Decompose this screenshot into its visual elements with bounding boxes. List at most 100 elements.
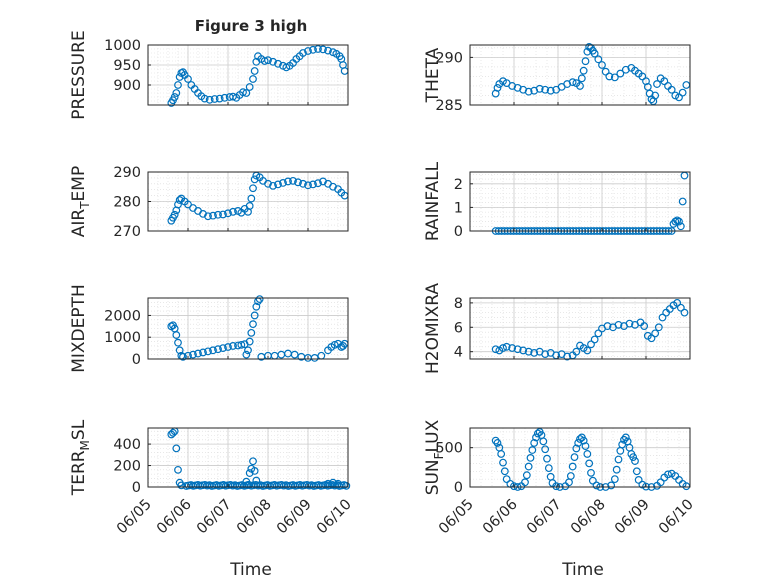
data-point <box>620 435 628 444</box>
data-point <box>249 184 257 193</box>
data-point <box>224 343 232 351</box>
data-point <box>304 47 312 55</box>
data-point <box>184 200 192 209</box>
data-point <box>491 345 500 354</box>
data-point <box>607 481 616 490</box>
y-tick-label: 0 <box>454 224 463 240</box>
y-tick-label: 950 <box>113 58 141 74</box>
y-tick-label: 1000 <box>104 38 141 54</box>
data-point <box>502 342 511 351</box>
data-point <box>497 450 506 458</box>
y-tick-label: 8 <box>454 296 463 312</box>
y-axis-label: SUNFLUX <box>423 419 446 495</box>
data-point <box>651 329 660 338</box>
y-axis-label-subscript: M <box>78 440 92 450</box>
y-axis-label: RAINFALL <box>423 161 443 241</box>
y-axis-label: PRESSURE <box>69 30 89 119</box>
axes-box <box>469 44 691 106</box>
series-markers <box>167 45 349 107</box>
data-point <box>653 80 661 88</box>
data-point <box>204 212 212 221</box>
data-point <box>577 74 586 83</box>
data-point <box>250 311 259 320</box>
data-point <box>590 335 599 344</box>
data-point <box>625 319 634 328</box>
data-point <box>214 345 222 354</box>
data-point <box>219 210 227 219</box>
y-tick-label: 0 <box>454 480 463 496</box>
data-point <box>309 180 317 189</box>
data-point <box>175 196 184 204</box>
data-point <box>209 211 217 220</box>
y-axis-label-rest: LUX <box>423 419 443 452</box>
panel-h2omixra: 4 6 8 H2OMIXRA <box>423 283 691 374</box>
data-point <box>170 93 179 101</box>
data-point <box>570 453 579 462</box>
data-point <box>629 453 638 462</box>
series-markers <box>491 298 689 361</box>
data-point <box>508 344 517 352</box>
panel-pressure: 900 950 1000 PRESSURE <box>69 30 349 120</box>
data-point <box>249 75 257 83</box>
x-axis-label: Time <box>229 560 272 580</box>
data-point <box>289 176 297 185</box>
data-point <box>189 350 197 359</box>
data-point <box>342 481 351 490</box>
data-point <box>255 295 264 303</box>
data-point <box>174 338 182 347</box>
y-tick-label: 285 <box>435 98 463 114</box>
data-point <box>260 57 269 65</box>
data-point <box>264 56 272 65</box>
data-point <box>269 57 277 66</box>
data-point <box>172 89 181 97</box>
data-point <box>587 468 595 477</box>
data-point <box>678 88 687 97</box>
data-point <box>533 429 542 438</box>
data-point <box>174 200 182 209</box>
data-point <box>220 93 229 102</box>
data-point <box>172 331 181 339</box>
data-point <box>310 354 319 362</box>
data-point <box>177 481 186 490</box>
data-point <box>524 347 533 356</box>
data-point <box>667 85 676 94</box>
x-axis-label: Time <box>561 560 604 580</box>
data-point <box>678 197 687 206</box>
data-point <box>214 210 222 219</box>
data-point <box>284 177 292 186</box>
y-axis-label-main: SUN <box>423 459 443 495</box>
y-tick-label: 280 <box>113 195 141 211</box>
data-point <box>640 322 649 330</box>
data-point <box>660 77 669 86</box>
data-point <box>675 93 683 102</box>
data-point <box>656 478 665 487</box>
data-point <box>541 350 550 359</box>
data-point <box>539 437 548 446</box>
data-point <box>581 442 590 450</box>
data-point <box>510 482 518 491</box>
data-point <box>179 352 187 361</box>
data-point <box>632 467 641 476</box>
data-point <box>339 342 347 350</box>
data-point <box>526 453 535 462</box>
y-tick-label: 2000 <box>104 308 141 324</box>
data-point <box>583 346 592 355</box>
data-point <box>499 344 507 352</box>
data-point <box>552 482 561 491</box>
data-point <box>528 446 537 454</box>
data-point <box>184 75 192 83</box>
axes-box <box>469 427 691 488</box>
y-tick-label: 200 <box>113 459 141 475</box>
data-point <box>274 180 282 189</box>
data-point <box>673 216 682 225</box>
y-axis-label-subscript: F <box>432 452 446 459</box>
data-point <box>174 465 182 474</box>
data-point <box>319 45 327 54</box>
series-markers <box>167 295 349 362</box>
data-point <box>242 89 251 97</box>
data-point <box>647 334 656 343</box>
panel-mixdepth: 0 1000 2000 MIXDEPTH <box>69 284 349 373</box>
data-point <box>576 82 584 90</box>
data-point <box>519 346 528 355</box>
data-point <box>594 329 603 338</box>
